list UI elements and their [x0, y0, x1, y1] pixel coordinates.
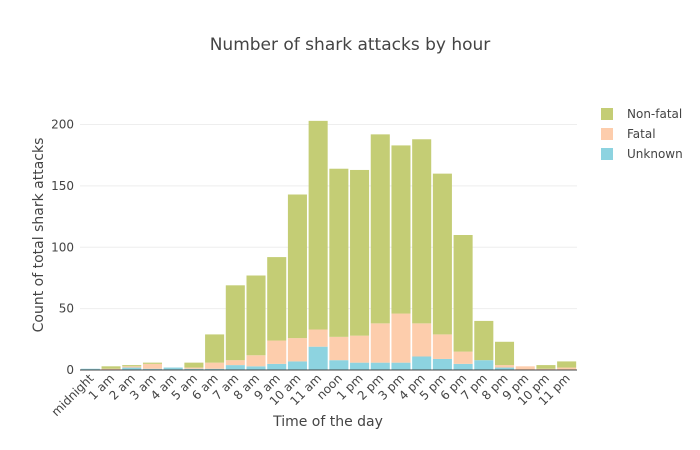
- bar-segment-fatal: [350, 335, 370, 363]
- bar-segment-unknown: [163, 367, 183, 370]
- bar-segment-unknown: [205, 368, 225, 370]
- bar-segment-non-fatal: [412, 139, 432, 324]
- bar-segment-non-fatal: [225, 285, 245, 361]
- bar-segment-fatal: [205, 362, 225, 369]
- bar-segment-non-fatal: [184, 362, 204, 368]
- bar-segment-unknown: [391, 362, 411, 370]
- bar-segment-non-fatal: [329, 168, 349, 337]
- y-tick-label: 0: [66, 363, 74, 377]
- legend: Non-fatal Fatal Unknown: [601, 107, 683, 161]
- bar-segment-unknown: [494, 367, 515, 370]
- legend-label: Non-fatal: [627, 107, 682, 121]
- bar-segment-non-fatal: [205, 334, 225, 363]
- bar-segment-fatal: [101, 368, 121, 370]
- bar-segment-non-fatal: [122, 365, 142, 367]
- bar-segment-unknown: [122, 367, 142, 370]
- bar-segment-non-fatal: [453, 235, 473, 352]
- bar-segment-fatal: [287, 338, 307, 362]
- bar-segment-fatal: [453, 351, 473, 364]
- bar-segment-non-fatal: [350, 169, 370, 336]
- bar-segment-unknown: [308, 346, 328, 370]
- bar-segment-non-fatal: [101, 366, 121, 369]
- y-tick-label: 50: [59, 302, 74, 316]
- bar-segment-non-fatal: [142, 362, 163, 364]
- y-tick-label: 150: [51, 179, 74, 193]
- bar-segment-fatal: [557, 367, 577, 370]
- bar-segment-non-fatal: [391, 145, 411, 314]
- bar-segment-fatal: [142, 363, 163, 369]
- chart-title: Number of shark attacks by hour: [210, 35, 491, 55]
- bar-segment-unknown: [287, 361, 307, 370]
- bars: [80, 120, 577, 371]
- bar-segment-non-fatal: [557, 361, 577, 368]
- bar-segment-fatal: [536, 368, 556, 370]
- bar-segment-unknown: [432, 358, 452, 370]
- bar-segment-fatal: [329, 336, 349, 361]
- bar-segment-fatal: [494, 365, 515, 368]
- legend-swatch: [601, 108, 613, 120]
- bar-segment-fatal: [122, 366, 142, 368]
- bar-segment-non-fatal: [246, 275, 266, 356]
- bar-segment-non-fatal: [474, 320, 494, 361]
- bar-segment-non-fatal: [536, 365, 556, 369]
- bar-segment-fatal: [515, 366, 535, 370]
- y-tick-label: 200: [51, 118, 74, 132]
- y-axis-title: Count of total shark attacks: [31, 138, 47, 333]
- bar-segment-unknown: [267, 363, 287, 370]
- bar-segment-unknown: [329, 360, 349, 370]
- legend-label: Fatal: [627, 127, 656, 141]
- bar-segment-fatal: [184, 367, 204, 369]
- bar-segment-unknown: [453, 363, 473, 370]
- bar-segment-non-fatal: [370, 134, 390, 324]
- bar-segment-fatal: [246, 355, 266, 367]
- bar-segment-fatal: [391, 313, 411, 363]
- gridlines: [80, 124, 577, 371]
- bar-segment-unknown: [474, 360, 494, 370]
- legend-label: Unknown: [627, 147, 683, 161]
- bar-segment-fatal: [370, 323, 390, 363]
- bar-segment-fatal: [225, 360, 245, 366]
- x-axis-title: Time of the day: [272, 414, 383, 430]
- bar-segment-non-fatal: [494, 341, 515, 366]
- bar-segment-unknown: [350, 362, 370, 370]
- bar-segment-non-fatal: [287, 194, 307, 339]
- bar-segment-non-fatal: [308, 120, 328, 330]
- bar-segment-unknown: [246, 366, 266, 370]
- bar-segment-non-fatal: [432, 173, 452, 335]
- bar-segment-fatal: [267, 340, 287, 364]
- y-axis-ticks: 0 50 100 150 200: [51, 118, 74, 377]
- bar-segment-unknown: [412, 356, 432, 370]
- bar-segment-fatal: [412, 323, 432, 357]
- bar-segment-unknown: [370, 362, 390, 370]
- bar-segment-unknown: [80, 368, 100, 370]
- bar-segment-non-fatal: [267, 257, 287, 341]
- legend-swatch: [601, 128, 613, 140]
- legend-swatch: [601, 148, 613, 160]
- bar-segment-fatal: [308, 329, 328, 347]
- bar-segment-fatal: [432, 334, 452, 359]
- bar-segment-unknown: [225, 365, 245, 370]
- y-tick-label: 100: [51, 240, 74, 254]
- bar-segment-unknown: [184, 368, 204, 370]
- bar-segment-unknown: [142, 368, 163, 370]
